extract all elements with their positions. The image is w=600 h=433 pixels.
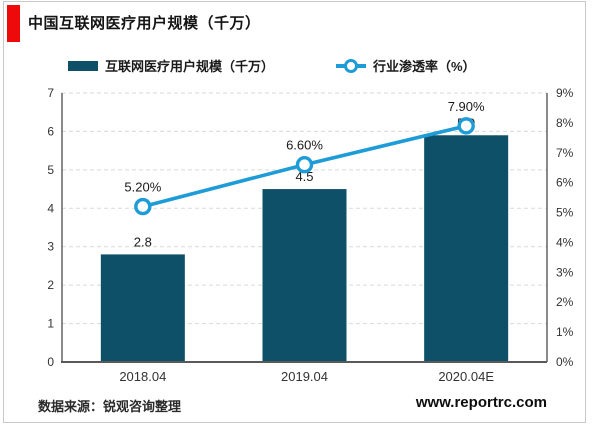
data-source-note: 数据来源：锐观咨询整理 [38,399,182,414]
right-axis-tick-label: 0% [556,355,574,369]
x-axis-label: 2020.04E [438,369,494,384]
legend-item-bar: 互联网医疗用户规模（千万） [68,56,274,75]
title-accent-bar [7,5,20,42]
left-axis-tick-label: 1 [47,317,54,331]
line-point-2018.04 [134,197,152,216]
right-axis-tick-label: 2% [556,295,574,309]
line-point-2020.04E [457,117,475,135]
x-axis-label: 2019.04 [281,369,328,384]
right-axis-tick-label: 1% [556,325,574,339]
left-axis-tick-label: 2 [47,278,54,292]
right-axis-tick-label: 6% [556,176,574,190]
left-axis-tick-label: 0 [47,355,54,369]
right-axis-tick-label: 7% [556,146,574,160]
legend-item-line: 行业渗透率（%） [336,56,476,75]
bar-value-label: 2.8 [134,234,152,249]
x-axis-label: 2018.04 [119,369,166,384]
left-axis-tick-label: 3 [47,240,54,254]
right-axis-tick-label: 4% [556,235,574,249]
line-value-label: 7.90% [448,99,485,114]
legend-line-label: 行业渗透率（%） [373,59,476,74]
line-marker-icon [344,58,358,73]
line-point-2019.04 [295,156,314,174]
line-value-label: 6.60% [286,138,323,153]
bar-value-label: 4.5 [295,169,313,184]
bar-swatch-icon [68,60,98,71]
right-axis-tick-label: 8% [556,116,574,130]
right-axis-tick-label: 5% [556,206,574,220]
legend-bar-label: 互联网医疗用户规模（千万） [105,59,275,74]
website-link[interactable]: www.reportrc.com [415,394,547,411]
line-swatch-icon [336,58,366,73]
line-value-label: 5.20% [124,180,161,195]
bar-2018.04 [100,254,185,362]
bar-2019.04 [262,189,347,362]
left-axis-tick-label: 7 [47,86,54,100]
left-axis-tick-label: 6 [47,124,54,138]
left-axis-tick-label: 4 [47,201,54,215]
left-axis-tick-label: 5 [47,163,54,177]
bar-2020.04E [424,135,509,362]
right-axis-tick-label: 9% [556,86,574,100]
right-axis-tick-label: 3% [556,265,574,279]
page-title: 中国互联网医疗用户规模（千万） [28,15,261,32]
